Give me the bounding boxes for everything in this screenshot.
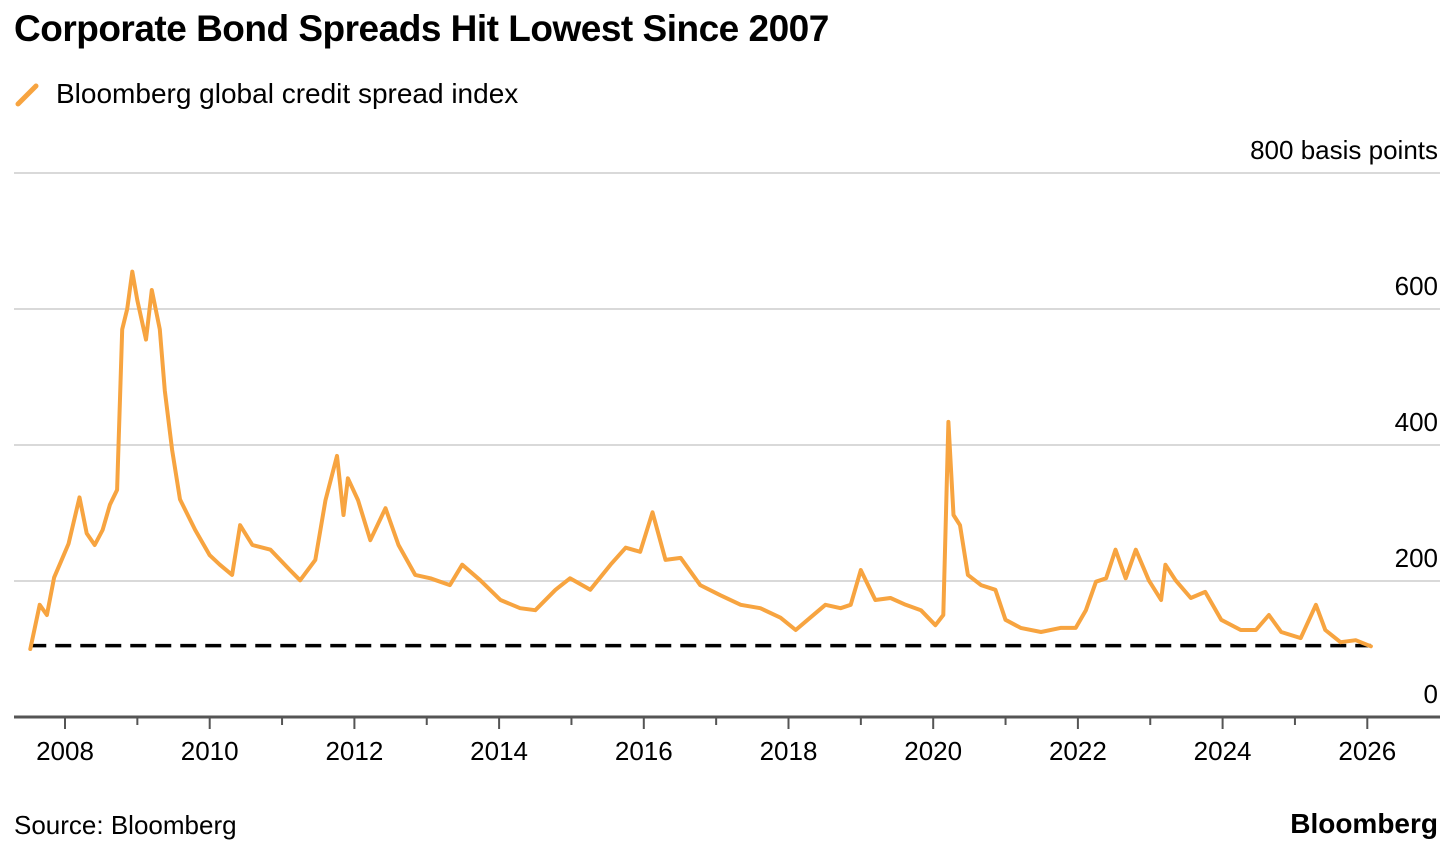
x-tick-label: 2018 — [760, 736, 818, 766]
y-tick-label: 600 — [1395, 271, 1438, 301]
y-tick-label: 400 — [1395, 407, 1438, 437]
legend-line-icon — [15, 83, 39, 107]
brand-logo: Bloomberg — [1290, 808, 1438, 839]
series-line-credit-spread — [28, 269, 1373, 651]
x-tick-label: 2012 — [325, 736, 383, 766]
source-note: Source: Bloomberg — [14, 810, 237, 840]
y-tick-label: 0 — [1424, 679, 1438, 709]
x-tick-label: 2016 — [615, 736, 673, 766]
x-tick-label: 2020 — [904, 736, 962, 766]
x-tick-label: 2022 — [1049, 736, 1107, 766]
x-tick-label: 2008 — [36, 736, 94, 766]
x-tick-label: 2010 — [181, 736, 239, 766]
x-tick-label: 2014 — [470, 736, 528, 766]
y-tick-label: 200 — [1395, 543, 1438, 573]
x-tick-label: 2024 — [1194, 736, 1252, 766]
y-tick-label: 800 basis points — [1250, 135, 1438, 165]
chart-title: Corporate Bond Spreads Hit Lowest Since … — [14, 8, 829, 49]
legend: Bloomberg global credit spread index — [14, 78, 518, 110]
x-tick-label: 2026 — [1338, 736, 1396, 766]
legend-label: Bloomberg global credit spread index — [56, 78, 519, 109]
